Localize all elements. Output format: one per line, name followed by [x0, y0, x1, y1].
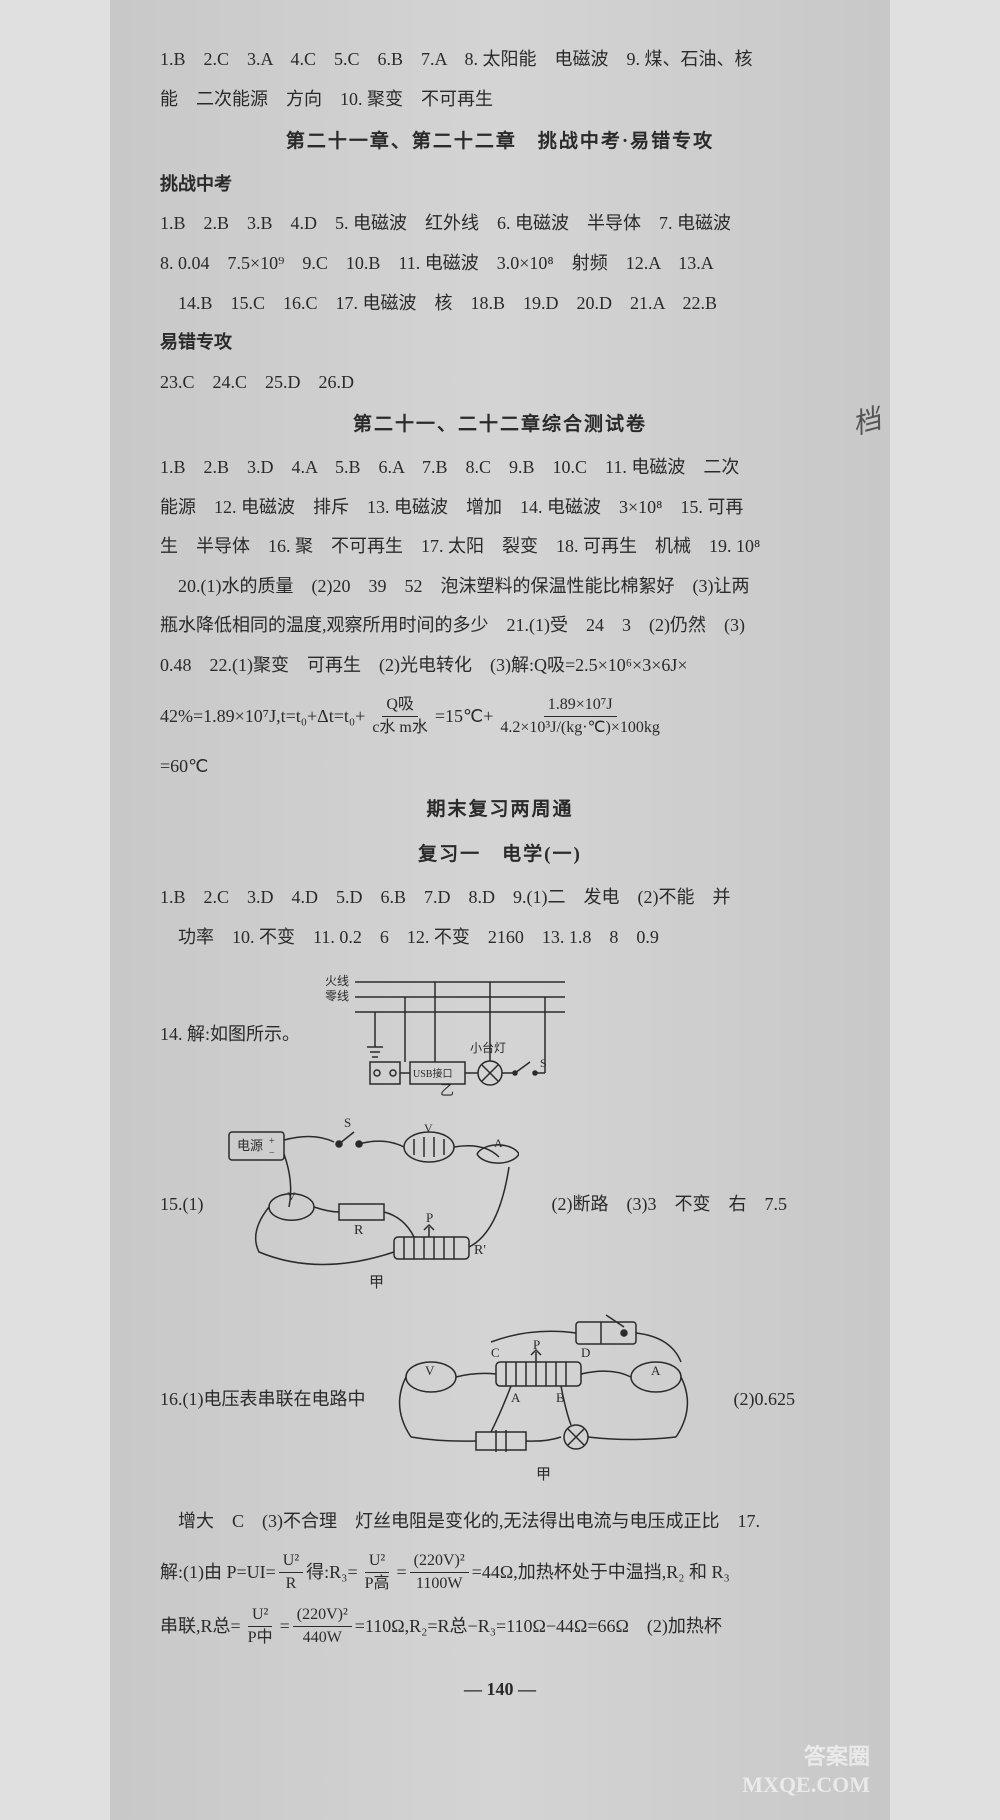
numerator: (220V)² [293, 1604, 352, 1627]
fraction: U² P高 [361, 1550, 394, 1596]
formula-text: =44Ω,加热杯处于中温挡,R₂ 和 R₃ [472, 1560, 730, 1585]
svg-text:乙: 乙 [440, 1083, 454, 1097]
q15-suffix: (2)断路 (3)3 不变 右 7.5 [534, 1185, 787, 1225]
denominator: 4.2×10³J/(kg·℃)×100kg [496, 717, 663, 739]
svg-text:+: + [269, 1136, 275, 1147]
denominator: 1100W [412, 1573, 467, 1595]
section-heading: 挑战中考 [160, 165, 840, 205]
answer-line: 0.48 22.(1)聚变 可再生 (2)光电转化 (3)解:Q吸=2.5×10… [160, 646, 840, 686]
answer-line: 瓶水降低相同的温度,观察所用时间的多少 21.(1)受 24 3 (2)仍然 (… [160, 606, 840, 646]
fraction: 1.89×10⁷J 4.2×10³J/(kg·℃)×100kg [496, 694, 663, 740]
formula-text: = [280, 1614, 290, 1639]
circuit-svg-15: 电源 + − S V [219, 1112, 519, 1292]
answer-line: 14.B 15.C 16.C 17. 电磁波 核 18.B 19.D 20.D … [160, 284, 840, 324]
formula: 解:(1)由 P=UI= U² R 得:R₃= U² P高 = (220V)² … [160, 1550, 840, 1596]
svg-text:甲: 甲 [536, 1467, 551, 1483]
chapter-heading: 第二十一、二十二章综合测试卷 [160, 402, 840, 448]
svg-text:R': R' [474, 1243, 486, 1258]
answer-line: 1.B 2.B 3.D 4.A 5.B 6.A 7.B 8.C 9.B 10.C… [160, 448, 840, 488]
svg-text:R: R [354, 1223, 364, 1238]
question-15-row: 15.(1) 电源 + − S [160, 1112, 840, 1297]
svg-text:P: P [533, 1337, 540, 1352]
chapter-heading: 期末复习两周通 [160, 787, 840, 833]
fraction: U² R [279, 1550, 303, 1596]
svg-text:A: A [494, 1136, 503, 1150]
fraction: (220V)² 1100W [410, 1550, 469, 1596]
svg-text:A: A [651, 1363, 661, 1378]
q16-prefix: 16.(1)电压表串联在电路中 [160, 1380, 366, 1420]
svg-text:V: V [287, 1189, 296, 1203]
answer-line: 1.B 2.C 3.A 4.C 5.C 6.B 7.A 8. 太阳能 电磁波 9… [160, 40, 840, 80]
answer-line: 23.C 24.C 25.D 26.D [160, 363, 840, 403]
section-heading: 易错专攻 [160, 323, 840, 363]
page-number-value: 140 [487, 1679, 514, 1699]
circuit-diagram-15: 电源 + − S V [219, 1112, 519, 1297]
page-number: — 140 — [160, 1679, 840, 1700]
answer-line: 生 半导体 16. 聚 不可再生 17. 太阳 裂变 18. 可再生 机械 19… [160, 527, 840, 567]
answer-line: 能 二次能源 方向 10. 聚变 不可再生 [160, 80, 840, 120]
answer-line: 功率 10. 不变 11. 0.2 6 12. 不变 2160 13. 1.8 … [160, 918, 840, 958]
watermark: 答案圈 MXQE.COM [742, 1743, 870, 1800]
svg-text:−: − [269, 1148, 275, 1159]
circuit-svg-16: C P D A B V A [381, 1307, 701, 1487]
svg-text:V: V [424, 1121, 433, 1135]
answer-line: =60℃ [160, 747, 840, 787]
svg-text:C: C [491, 1345, 500, 1360]
formula-text: 串联,R总= [160, 1614, 241, 1639]
circuit-svg-14: 火线 零线 USB接口 小台灯 [315, 967, 575, 1097]
section-heading: 复习一 电学(一) [160, 832, 840, 878]
numerator: U² [248, 1604, 272, 1627]
numerator: U² [279, 1550, 303, 1573]
fraction: U² P中 [244, 1604, 277, 1650]
answer-line: 1.B 2.C 3.D 4.D 5.D 6.B 7.D 8.D 9.(1)二 发… [160, 878, 840, 918]
watermark-line1: 答案圈 [742, 1743, 870, 1772]
question-14-row: 14. 解:如图所示。 火线 零线 USB接口 [160, 967, 840, 1102]
svg-text:A: A [511, 1390, 521, 1405]
numerator: 1.89×10⁷J [544, 694, 617, 717]
answer-line: 8. 0.04 7.5×10⁹ 9.C 10.B 11. 电磁波 3.0×10⁸… [160, 244, 840, 284]
answer-line: 能源 12. 电磁波 排斥 13. 电磁波 增加 14. 电磁波 3×10⁸ 1… [160, 488, 840, 528]
denominator: P高 [361, 1573, 394, 1595]
formula: 42%=1.89×10⁷J,t=t₀+Δt=t₀+ Q吸 c水 m水 =15℃+… [160, 694, 840, 740]
answer-line: 1.B 2.B 3.B 4.D 5. 电磁波 红外线 6. 电磁波 半导体 7.… [160, 204, 840, 244]
formula-text: 解:(1)由 P=UI= [160, 1560, 276, 1585]
svg-text:USB接口: USB接口 [413, 1067, 452, 1080]
denominator: P中 [244, 1627, 277, 1649]
fraction: Q吸 c水 m水 [368, 694, 432, 740]
q16-suffix: (2)0.625 [716, 1380, 796, 1420]
circuit-diagram-14: 火线 零线 USB接口 小台灯 [315, 967, 575, 1102]
q14-prefix: 14. 解:如图所示。 [160, 1015, 300, 1055]
formula: 串联,R总= U² P中 = (220V)² 440W =110Ω,R₂=R总−… [160, 1604, 840, 1650]
svg-text:S: S [344, 1115, 351, 1130]
formula-text: 得:R₃= [306, 1560, 357, 1585]
numerator: U² [365, 1550, 389, 1573]
watermark-line2: MXQE.COM [742, 1771, 870, 1800]
answer-line: 20.(1)水的质量 (2)20 39 52 泡沫塑料的保温性能比棉絮好 (3)… [160, 567, 840, 607]
svg-text:小台灯: 小台灯 [470, 1040, 506, 1055]
answer-line: 增大 C (3)不合理 灯丝电阻是变化的,无法得出电流与电压成正比 17. [160, 1502, 840, 1542]
denominator: 440W [299, 1627, 346, 1649]
question-16-row: 16.(1)电压表串联在电路中 [160, 1307, 840, 1492]
fraction: (220V)² 440W [293, 1604, 352, 1650]
chapter-heading: 第二十一章、第二十二章 挑战中考·易错专攻 [160, 119, 840, 165]
svg-text:火线: 火线 [325, 974, 349, 988]
handwriting-mark: 档 [847, 397, 884, 443]
svg-text:零线: 零线 [325, 989, 349, 1003]
denominator: c水 m水 [368, 717, 432, 739]
formula-text: =15℃+ [435, 704, 494, 729]
svg-text:D: D [581, 1345, 590, 1360]
svg-text:甲: 甲 [369, 1275, 384, 1291]
formula-text: 42%=1.89×10⁷J,t=t₀+Δt=t₀+ [160, 704, 365, 729]
formula-text: = [397, 1560, 407, 1585]
circuit-diagram-16: C P D A B V A [381, 1307, 701, 1492]
svg-text:电源: 电源 [237, 1138, 263, 1153]
numerator: Q吸 [382, 694, 418, 717]
svg-text:P: P [426, 1210, 433, 1225]
denominator: R [282, 1573, 301, 1595]
q15-prefix: 15.(1) [160, 1185, 204, 1225]
formula-text: =110Ω,R₂=R总−R₃=110Ω−44Ω=66Ω (2)加热杯 [355, 1614, 722, 1639]
svg-text:V: V [425, 1363, 435, 1378]
numerator: (220V)² [410, 1550, 469, 1573]
page-container: 1.B 2.C 3.A 4.C 5.C 6.B 7.A 8. 太阳能 电磁波 9… [110, 0, 890, 1820]
